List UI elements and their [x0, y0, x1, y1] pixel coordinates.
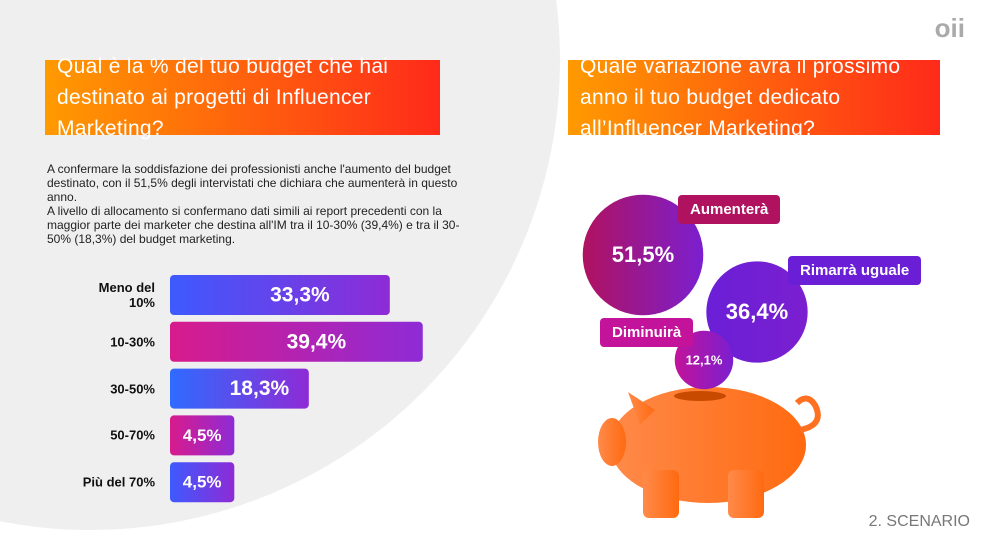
- value-label: 12,1%: [686, 352, 723, 367]
- description: A confermare la soddisfazione dei profes…: [47, 162, 467, 246]
- category-label: 30-50%: [110, 381, 155, 397]
- category-label: 10-30%: [110, 334, 155, 350]
- paragraph: A livello di allocamento si confermano d…: [47, 204, 460, 246]
- category-label: Meno del 10%: [98, 280, 155, 310]
- value-label: 33,3%: [270, 284, 330, 307]
- footer: 2. SCENARIO: [869, 513, 970, 530]
- category-label: Rimarrà uguale: [788, 256, 922, 285]
- bar: [170, 321, 423, 362]
- logo: oii: [935, 13, 965, 43]
- category-label: 50-70%: [110, 427, 155, 443]
- value-label: 18,3%: [230, 377, 290, 400]
- category-label: Più del 70%: [82, 474, 155, 490]
- bar: [170, 462, 235, 503]
- chart-title: Qual è la % del tuo budget che hai desti…: [45, 55, 440, 140]
- bar: [170, 415, 235, 456]
- value-label: 4,5%: [183, 473, 222, 492]
- bubble: [582, 194, 704, 316]
- category-label: Aumenterà: [678, 195, 781, 224]
- chart-title: Quale variazione avrà il prossimo anno i…: [568, 55, 940, 140]
- value-label: 36,4%: [726, 299, 788, 324]
- value-label: 4,5%: [183, 426, 222, 445]
- value-label: 39,4%: [287, 330, 347, 353]
- bubble: [706, 261, 808, 363]
- paragraph: A confermare la soddisfazione dei profes…: [47, 162, 458, 204]
- bar: [170, 275, 390, 315]
- category-label: Diminuirà: [600, 318, 694, 347]
- piggy-bank: [598, 387, 821, 518]
- value-label: 51,5%: [612, 242, 674, 267]
- bar: [170, 368, 309, 409]
